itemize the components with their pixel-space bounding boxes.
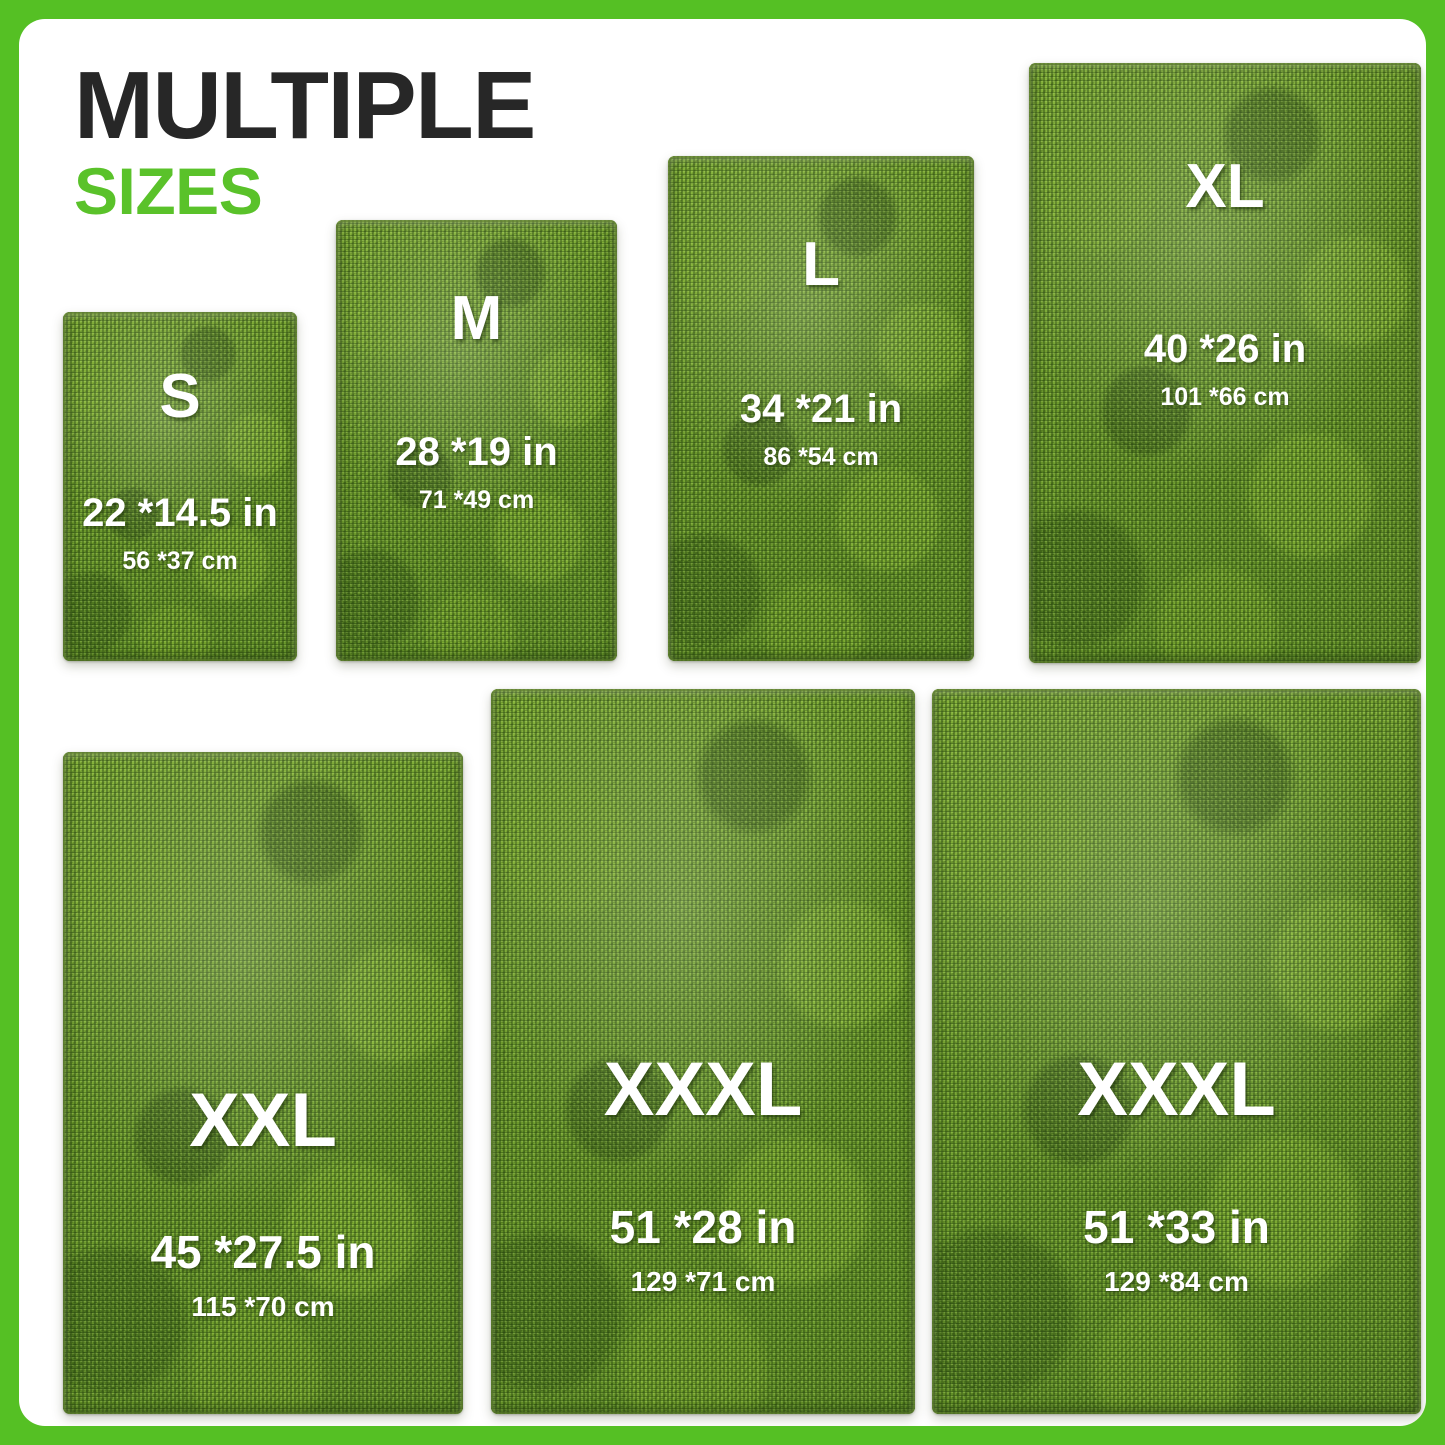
grass-mat-m-1[interactable]: M 28 *19 in 71 *49 cm [336,220,617,661]
grass-mat-xl-3[interactable]: XL 40 *26 in 101 *66 cm [1029,63,1421,663]
headline-primary: MULTIPLE [74,52,536,159]
grass-texture [668,156,974,661]
grass-mat-xxxl-5[interactable]: XXXL 51 *28 in 129 *71 cm [491,689,915,1414]
grass-mat-xxxl-6[interactable]: XXXL 51 *33 in 129 *84 cm [932,689,1421,1414]
grass-mat-s-0[interactable]: S 22 *14.5 in 56 *37 cm [63,312,297,661]
headline-secondary: SIZES [74,154,263,229]
grass-texture [63,312,297,661]
page-title: MULTIPLE SIZES [74,52,834,229]
poster-inner-panel: MULTIPLE SIZES S 22 *14.5 in 56 *37 cm M 28 … [19,19,1426,1426]
grass-mat-xxl-4[interactable]: XXL 45 *27.5 in 115 *70 cm [63,752,463,1414]
grass-texture [63,752,463,1414]
grass-texture [932,689,1421,1414]
grass-texture [1029,63,1421,663]
grass-texture [491,689,915,1414]
grass-texture [336,220,617,661]
grass-mat-l-2[interactable]: L 34 *21 in 86 *54 cm [668,156,974,661]
